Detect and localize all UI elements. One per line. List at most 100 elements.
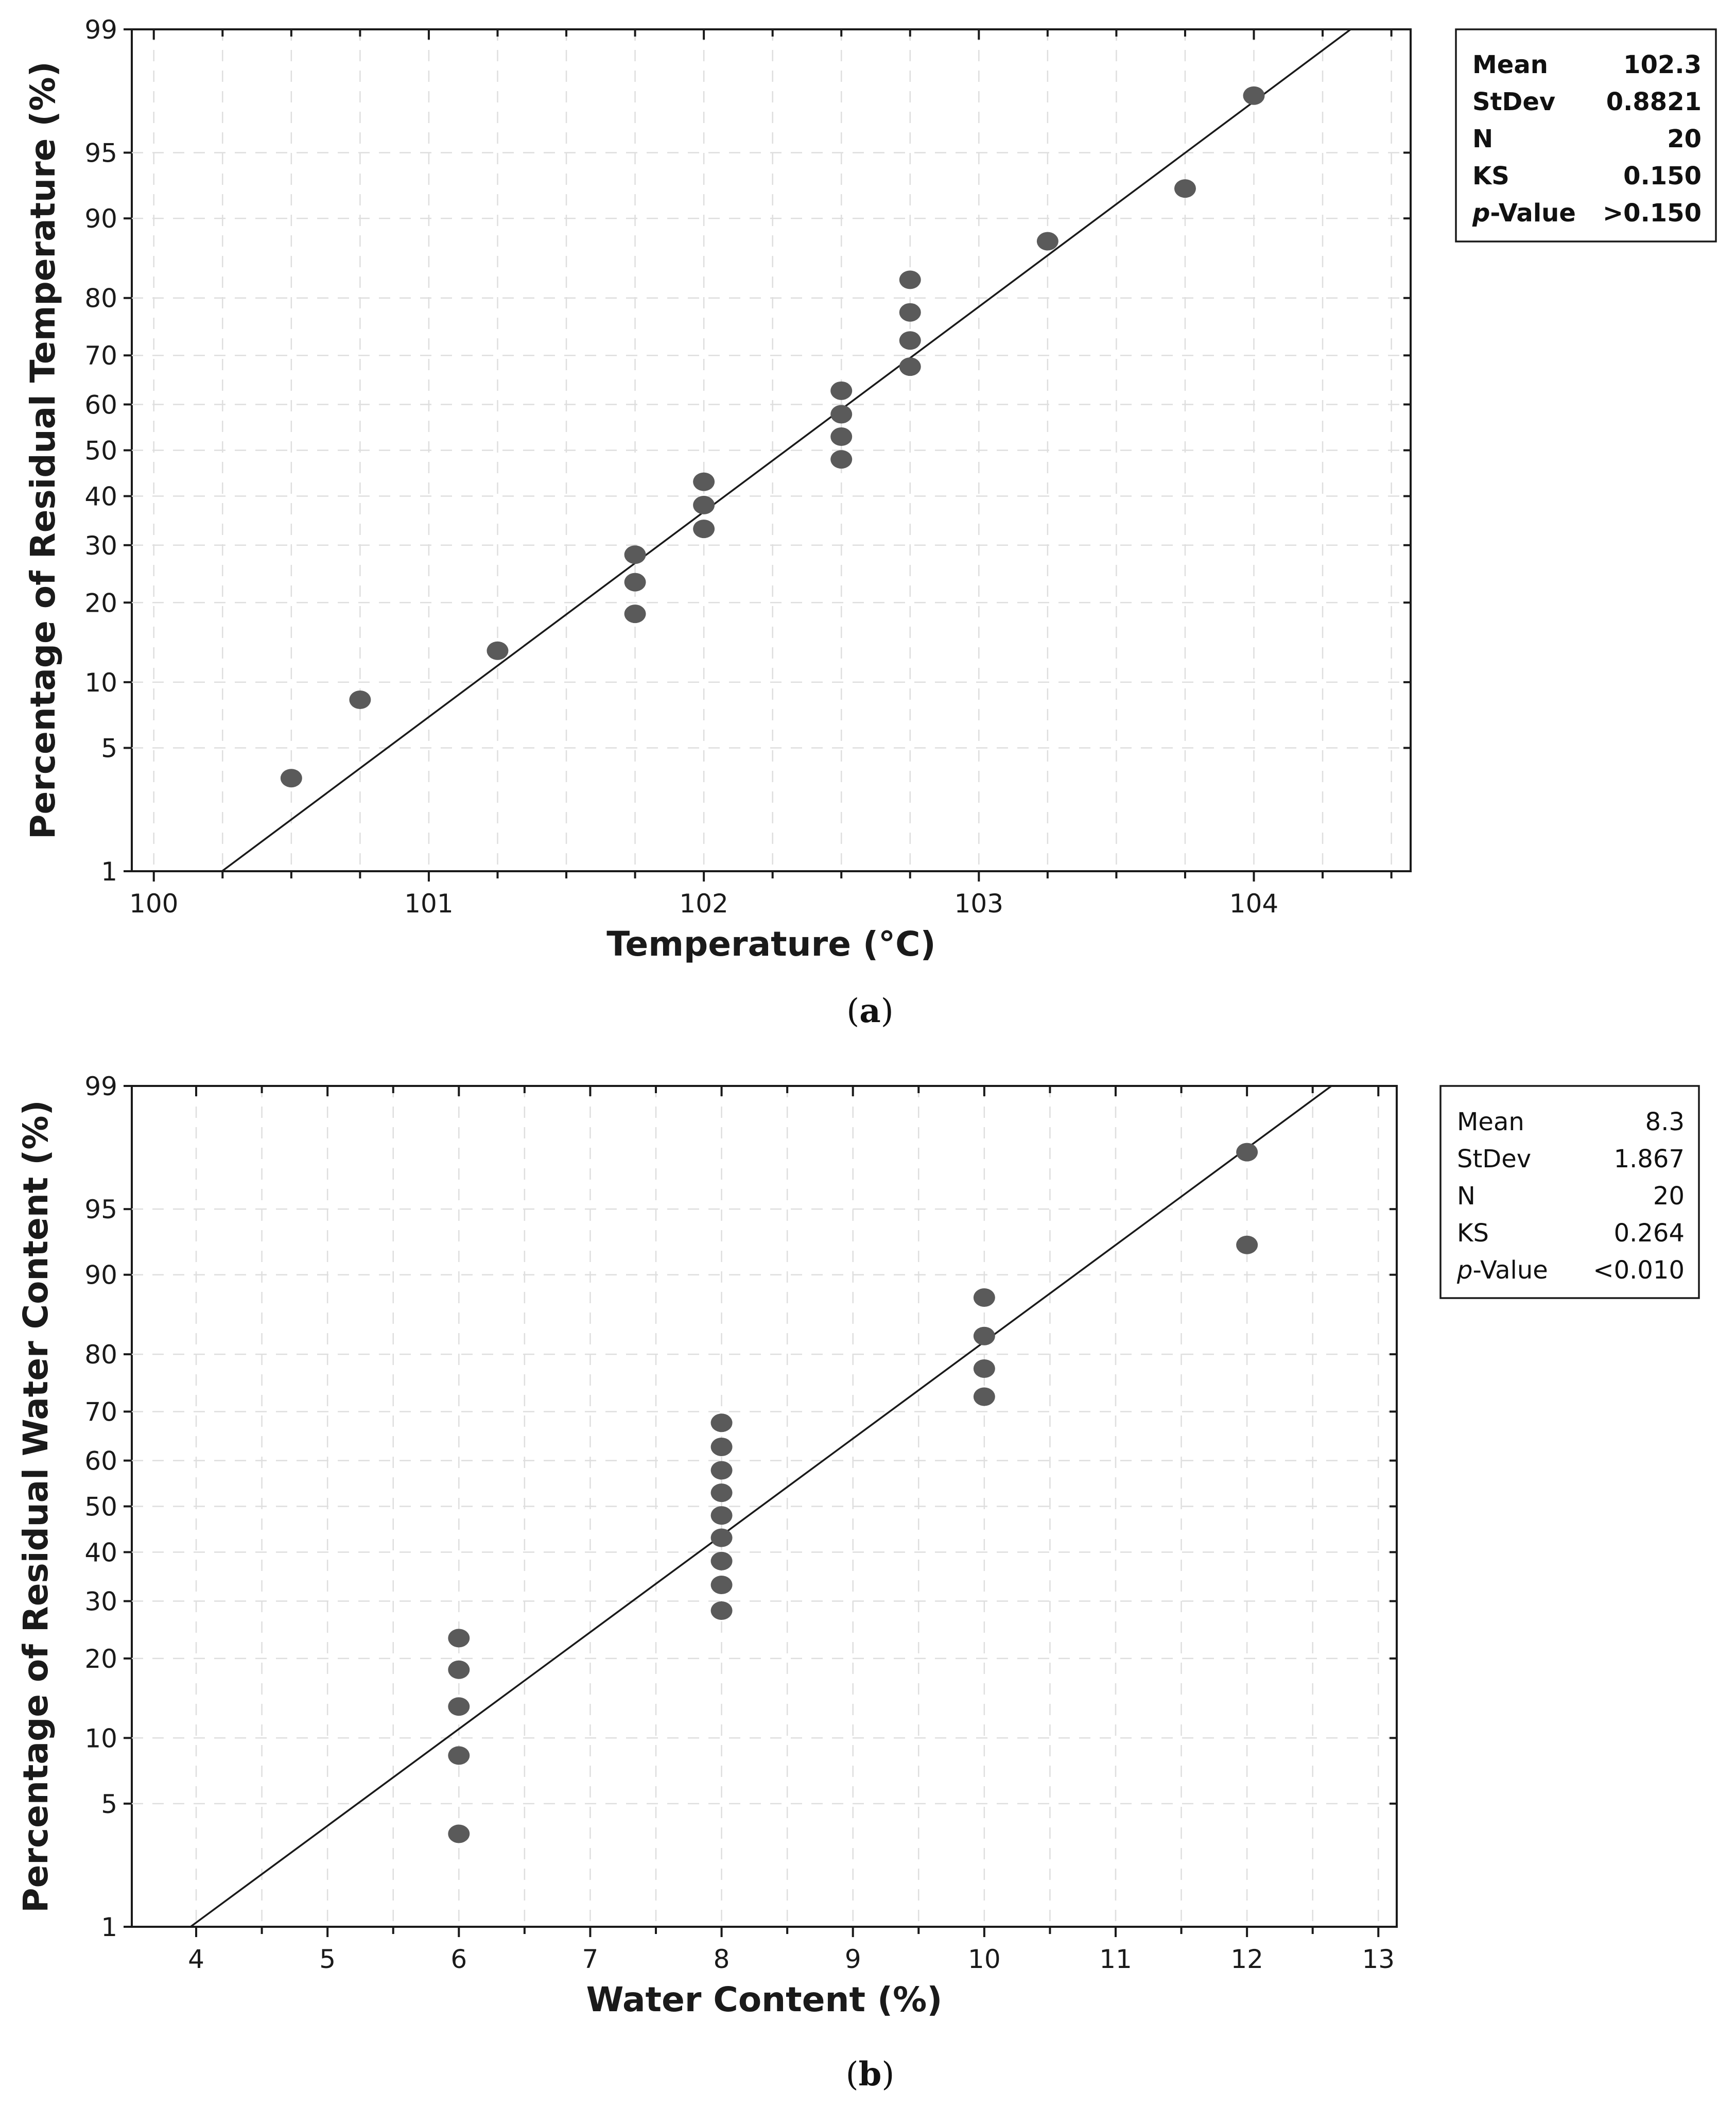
fit-line [221, 29, 1352, 871]
data-point [973, 1387, 995, 1406]
y-tick-label: 30 [84, 531, 117, 561]
data-point [710, 1528, 733, 1547]
stats-value-p-value: >0.150 [1603, 199, 1702, 228]
data-point [448, 1660, 470, 1679]
data-point [899, 331, 921, 350]
y-tick-label: 90 [84, 204, 117, 234]
data-point [624, 573, 646, 592]
stats-value: 20 [1667, 125, 1702, 153]
y-tick-label: 20 [84, 1644, 117, 1674]
data-point [487, 641, 509, 660]
x-tick-label: 12 [1230, 1944, 1263, 1974]
y-tick-label: 80 [84, 1340, 117, 1370]
y-tick-label: 1 [101, 1912, 117, 1942]
data-point [710, 1483, 733, 1502]
stats-value-p-value: <0.010 [1593, 1256, 1685, 1285]
data-point [1236, 1143, 1258, 1162]
stats-box: Mean 102.3 StDev 0.8821 N 20 KS 0.150 p-Value >0.… [1455, 28, 1717, 243]
panel-caption: (b) [846, 2055, 895, 2094]
y-tick-label: 99 [84, 15, 117, 45]
panel-b: 4 5 6 7 8 9 10 11 12 13 1 5 10 20 30 40 50 60 70 80 90 95 99 Wa… [16, 1072, 1700, 2094]
data-point [710, 1506, 733, 1525]
y-tick-label: 95 [84, 1195, 117, 1224]
data-point [624, 605, 646, 624]
y-tick-label: 10 [84, 1723, 117, 1753]
data-point [710, 1413, 733, 1432]
data-point [693, 472, 715, 491]
data-point [710, 1437, 733, 1456]
data-point [349, 690, 371, 709]
stats-value: 8.3 [1645, 1108, 1685, 1136]
panel-a: 100 101 102 103 104 1 5 10 20 30 40 50 60 70 80 90 95 99 T… [23, 15, 1717, 1030]
y-tick-label: 70 [84, 341, 117, 371]
data-point [899, 303, 921, 322]
x-tick-label: 10 [968, 1944, 1001, 1974]
x-tick-label: 4 [188, 1944, 204, 1974]
data-point [1174, 179, 1196, 198]
data-point [973, 1359, 995, 1378]
data-point [710, 1551, 733, 1570]
x-tick-label: 8 [714, 1944, 730, 1974]
stats-value: 1.867 [1614, 1145, 1685, 1173]
data-point [899, 357, 921, 376]
x-tick-label: 7 [582, 1944, 599, 1974]
y-tick-label: 70 [84, 1397, 117, 1427]
stats-value: 102.3 [1623, 50, 1702, 79]
data-point [693, 495, 715, 514]
x-tick-label: 11 [1099, 1944, 1132, 1974]
y-tick-label: 10 [84, 668, 117, 698]
stats-label: StDev [1457, 1145, 1531, 1173]
data-point [693, 520, 715, 539]
data-point [830, 427, 853, 446]
data-point [448, 1824, 470, 1843]
data-point [448, 1746, 470, 1765]
data-point [1236, 1235, 1258, 1254]
y-tick-label: 20 [84, 588, 117, 618]
y-tick-label: 60 [84, 1446, 117, 1476]
y-axis-title: Percentage of Residual Temperature (%) [23, 61, 63, 839]
y-tick-label: 30 [84, 1587, 117, 1617]
stats-value: 0.264 [1614, 1219, 1685, 1248]
x-tick-label: 104 [1229, 889, 1278, 919]
data-point [899, 270, 921, 289]
y-tick-label: 60 [84, 390, 117, 420]
stats-label: Mean [1472, 50, 1548, 79]
stats-label: N [1457, 1182, 1475, 1211]
x-tick-label: 6 [450, 1944, 467, 1974]
x-axis-title: Temperature (°C) [606, 924, 935, 964]
data-point [830, 450, 853, 469]
data-point [624, 545, 646, 564]
y-tick-label: 40 [84, 1538, 117, 1567]
data-point [973, 1326, 995, 1345]
x-tick-label: 100 [129, 889, 178, 919]
stats-value: 0.8821 [1606, 88, 1702, 116]
y-tick-label: 80 [84, 284, 117, 314]
data-point [448, 1697, 470, 1716]
y-tick-label: 95 [84, 138, 117, 168]
stats-box-frame [1439, 1085, 1700, 1299]
y-tick-label: 50 [84, 1492, 117, 1522]
stats-value: 0.150 [1623, 162, 1702, 191]
data-point [280, 769, 302, 788]
stats-box: Mean 8.3 StDev 1.867 N 20 KS 0.264 p-Value <0.010 [1439, 1085, 1700, 1299]
stats-label: N [1472, 125, 1493, 153]
stats-label: StDev [1472, 88, 1555, 116]
data-point [973, 1288, 995, 1307]
data-point [1243, 86, 1265, 105]
x-tick-label: 9 [845, 1944, 861, 1974]
stats-label: KS [1457, 1219, 1489, 1248]
data-point [830, 381, 853, 400]
y-tick-label: 50 [84, 436, 117, 466]
stats-label: Mean [1457, 1108, 1524, 1136]
y-tick-label: 90 [84, 1260, 117, 1290]
x-axis-title: Water Content (%) [586, 1980, 943, 2019]
y-axis-title: Percentage of Residual Water Content (%) [16, 1100, 56, 1912]
stats-label-p-value: p-Value [1456, 1256, 1548, 1285]
x-tick-label: 102 [679, 889, 728, 919]
stats-label-p-value: p-Value [1472, 199, 1576, 228]
data-point [448, 1629, 470, 1648]
data-point [710, 1461, 733, 1480]
fit-line [189, 1086, 1333, 1927]
x-tick-label: 103 [954, 889, 1003, 919]
